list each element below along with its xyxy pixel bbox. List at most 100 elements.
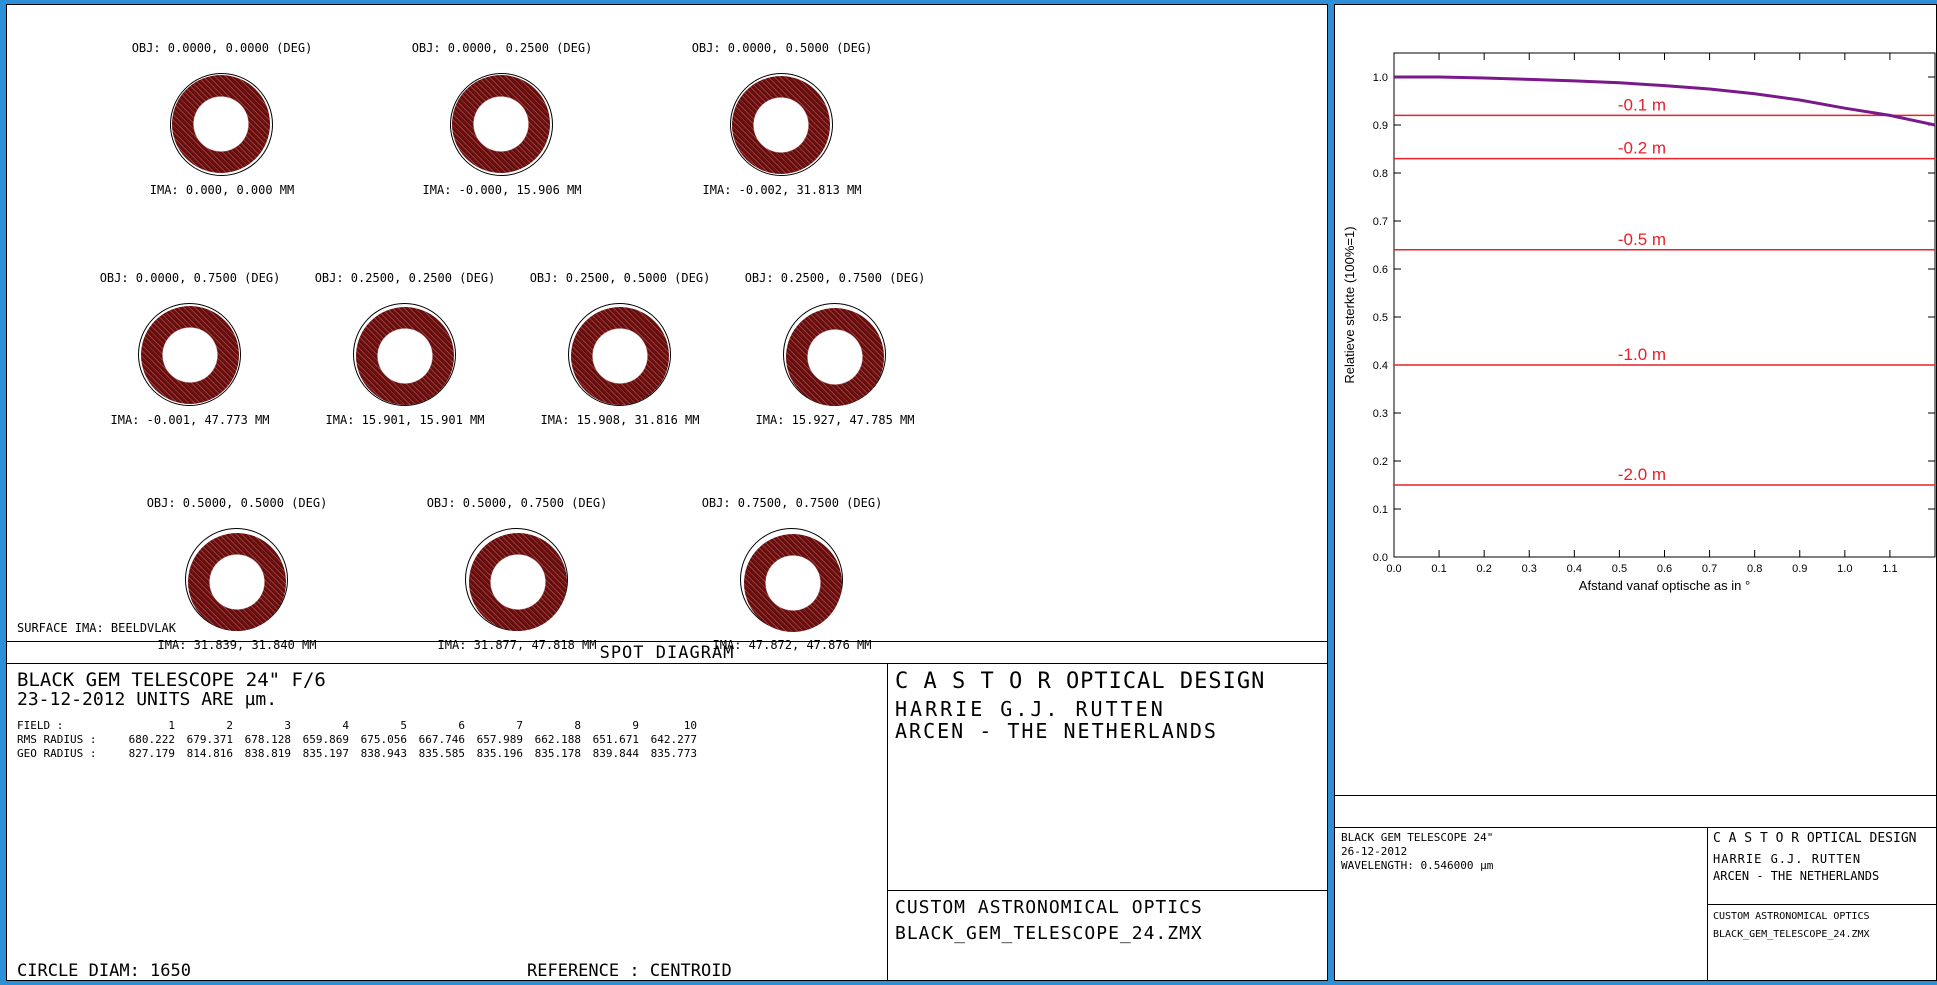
- field-value: 3: [284, 719, 291, 732]
- x-tick-label: 0.8: [1747, 563, 1762, 575]
- y-tick-label: 0.0: [1373, 552, 1388, 564]
- y-tick-label: 0.6: [1373, 264, 1388, 276]
- field-value: 8: [574, 719, 581, 732]
- y-tick-label: 0.8: [1373, 168, 1388, 180]
- surface-label: SURFACE IMA: BEELDVLAK: [17, 621, 176, 635]
- field-value: 6: [458, 719, 465, 732]
- company-name: C A S T O R OPTICAL DESIGN: [895, 669, 1266, 694]
- airy-circle: [730, 73, 833, 176]
- field-value: 5: [400, 719, 407, 732]
- divider: [1707, 904, 1936, 905]
- x-tick-label: 1.0: [1837, 563, 1852, 575]
- spot-obj-label: OBJ: 0.2500, 0.5000 (DEG): [529, 271, 711, 285]
- x-tick-label: 0.9: [1792, 563, 1807, 575]
- geo-value: 835.585: [418, 747, 465, 760]
- spot-ring: [452, 75, 551, 174]
- rms-value: 678.128: [244, 733, 291, 746]
- plot-company-person: HARRIE G.J. RUTTEN: [1713, 852, 1862, 866]
- spot-ima-label: IMA: 0.000, 0.000 MM: [149, 183, 295, 197]
- spot-obj-label: OBJ: 0.0000, 0.2500 (DEG): [411, 41, 593, 55]
- geo-value: 835.178: [534, 747, 581, 760]
- y-axis-label: Relatieve sterkte (100%=1): [1342, 226, 1357, 383]
- plot-wavelength: WAVELENGTH: 0.546000 µm: [1341, 859, 1494, 872]
- field-value: 9: [632, 719, 639, 732]
- y-tick-label: 0.2: [1373, 456, 1388, 468]
- rms-value: 667.746: [418, 733, 465, 746]
- reference-line-label: -0.1 m: [1618, 95, 1666, 114]
- plot-date: 26-12-2012: [1341, 845, 1408, 858]
- divider: [7, 641, 1327, 642]
- reference-line-label: -0.5 m: [1618, 230, 1666, 249]
- divider: [1335, 827, 1936, 828]
- y-tick-label: 0.9: [1373, 120, 1388, 132]
- company-file: BLACK_GEM_TELESCOPE_24.ZMX: [895, 923, 1203, 944]
- date-units: 23-12-2012 UNITS ARE µm.: [17, 689, 278, 710]
- divider: [887, 890, 1327, 891]
- rms-value: 642.277: [650, 733, 697, 746]
- spot-ring: [571, 307, 670, 406]
- rms-value: 662.188: [534, 733, 581, 746]
- spot-ring: [743, 533, 842, 632]
- field-value: 10: [683, 719, 697, 732]
- airy-circle: [138, 303, 241, 406]
- rms-value: 659.869: [302, 733, 349, 746]
- circle-diam: CIRCLE DIAM: 1650: [17, 961, 191, 981]
- vignetting-chart: 0.0 0.1 0.2 0.3 0.4 0.5 0.6 0.7 0.8 0.9 1.0 1.1 0.0 0…: [1342, 52, 1936, 593]
- x-tick-label: 0.2: [1477, 563, 1492, 575]
- airy-circle: [353, 303, 456, 406]
- spot-obj-label: OBJ: 0.0000, 0.7500 (DEG): [99, 271, 281, 285]
- vignetting-curve: [1394, 75, 1936, 127]
- reference-line-label: -2.0 m: [1618, 465, 1666, 484]
- spot-ring: [468, 533, 567, 632]
- x-tick-label: 0.0: [1386, 563, 1401, 575]
- airy-circle: [450, 73, 553, 176]
- geo-value: 839.844: [592, 747, 639, 760]
- spot-obj-label: OBJ: 0.7500, 0.7500 (DEG): [701, 496, 883, 510]
- rms-value: 657.989: [476, 733, 523, 746]
- spot-ima-label: IMA: 15.901, 15.901 MM: [325, 413, 485, 427]
- field-value: 2: [226, 719, 233, 732]
- rms-value: 675.056: [360, 733, 407, 746]
- plot-company-file: BLACK_GEM_TELESCOPE_24.ZMX: [1713, 929, 1870, 940]
- x-tick-label: 0.1: [1431, 563, 1446, 575]
- y-tick-label: 0.3: [1373, 408, 1388, 420]
- field-label: FIELD :: [17, 719, 64, 732]
- spot-ima-label: IMA: 15.908, 31.816 MM: [540, 413, 700, 427]
- field-value: 4: [342, 719, 349, 732]
- geo-value: 835.196: [476, 747, 523, 760]
- reference-line-label: -0.2 m: [1618, 139, 1666, 158]
- geo-value: 835.197: [302, 747, 349, 760]
- company-person: HARRIE G.J. RUTTEN: [895, 697, 1166, 721]
- divider: [7, 663, 1327, 664]
- geo-value: 827.179: [128, 747, 175, 760]
- spot-ima-label: IMA: -0.000, 15.906 MM: [422, 183, 582, 197]
- divider: [1707, 827, 1708, 980]
- y-tick-label: 0.1: [1373, 504, 1388, 516]
- diagram-title: SPOT DIAGRAM: [599, 643, 735, 663]
- y-tick-label: 0.4: [1373, 360, 1388, 372]
- x-tick-label: 0.7: [1702, 563, 1717, 575]
- rms-value: 679.371: [186, 733, 233, 746]
- airy-circle: [568, 303, 671, 406]
- geo-value: 838.819: [244, 747, 291, 760]
- spot-ring: [188, 532, 287, 631]
- plot-title: BLACK GEM TELESCOPE 24": [1341, 831, 1494, 844]
- spot-ring: [732, 75, 831, 174]
- rms-value: 651.671: [592, 733, 639, 746]
- plot-company-product: CUSTOM ASTRONOMICAL OPTICS: [1713, 911, 1870, 922]
- rms-value: 680.222: [128, 733, 175, 746]
- spot-obj-label: OBJ: 0.5000, 0.5000 (DEG): [146, 496, 328, 510]
- reference-line-label: -1.0 m: [1618, 345, 1666, 364]
- spot-ring: [140, 306, 239, 405]
- field-value: 7: [516, 719, 523, 732]
- rms-label: RMS RADIUS :: [17, 733, 97, 746]
- spot-diagram-panel: OBJ: 0.0000, 0.0000 (DEG) IMA: 0.000, 0.0…: [6, 4, 1328, 981]
- x-tick-label: 1.1: [1882, 563, 1897, 575]
- spot-ima-label: IMA: -0.001, 47.773 MM: [110, 413, 270, 427]
- spot-ring: [355, 306, 454, 405]
- x-tick-label: 0.5: [1612, 563, 1627, 575]
- divider: [1335, 795, 1936, 796]
- spot-ring: [786, 307, 885, 406]
- spot-ring: [172, 75, 270, 173]
- company-location: ARCEN - THE NETHERLANDS: [895, 719, 1218, 743]
